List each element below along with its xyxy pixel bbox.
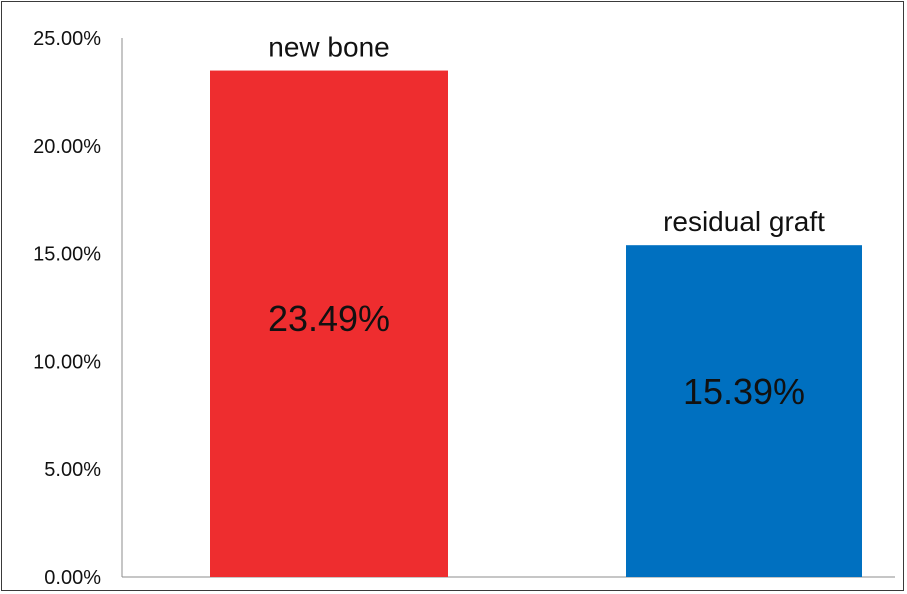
y-tick-label: 10.00% [33,351,101,373]
bar-residual-graft [626,245,862,578]
category-label: new bone [268,32,389,63]
bars-group: new bone 23.49% residual graft 15.39% [210,32,862,578]
y-tick-label: 15.00% [33,244,101,266]
value-label: 23.49% [268,298,390,339]
y-axis-ticks: 0.00% 5.00% 10.00% 15.00% 20.00% 25.00% [33,28,101,589]
y-tick-label: 20.00% [33,136,101,158]
y-tick-label: 5.00% [44,459,101,481]
value-label: 15.39% [683,371,805,412]
category-label: residual graft [663,206,825,237]
bar-new-bone [210,70,448,577]
y-tick-label: 25.00% [33,28,101,50]
y-tick-label: 0.00% [44,567,101,589]
